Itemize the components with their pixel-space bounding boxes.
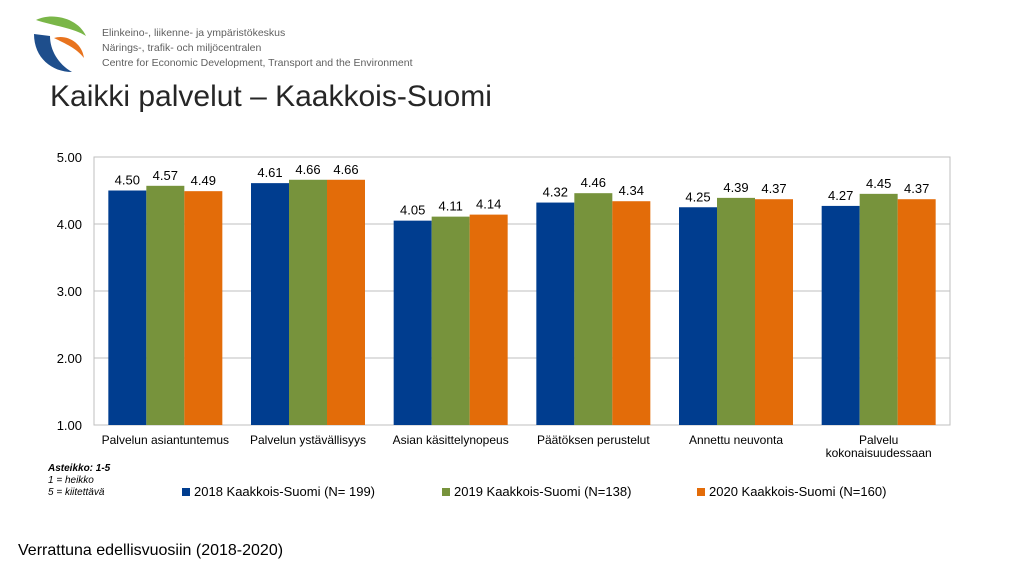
bar [897, 199, 936, 425]
x-tick-label: Asian käsittelynopeus [393, 433, 509, 447]
organization-name: Elinkeino-, liikenne- ja ympäristökeskus… [102, 26, 413, 71]
org-name-sv: Närings-, trafik- och miljöcentralen [102, 42, 262, 54]
data-label: 4.66 [295, 162, 320, 177]
bar [327, 179, 365, 425]
bar [755, 199, 793, 425]
bar [184, 191, 223, 425]
bar [469, 214, 508, 425]
data-label: 4.14 [476, 197, 501, 212]
plot-area [93, 156, 951, 426]
y-tick-label: 2.00 [57, 351, 82, 366]
org-name-en: Centre for Economic Development, Transpo… [102, 57, 413, 69]
legend-label-2019: 2019 Kaakkois-Suomi (N=138) [454, 484, 632, 499]
bar [679, 207, 717, 425]
data-label: 4.32 [543, 185, 568, 200]
x-tick-label: Annettu neuvonta [689, 433, 783, 447]
legend-label-2018: 2018 Kaakkois-Suomi (N= 199) [194, 484, 376, 499]
x-tick-label: Päätöksen perustelut [537, 433, 650, 447]
bar [821, 205, 860, 425]
y-tick-label: 5.00 [57, 150, 82, 165]
legend-swatch-2018 [182, 487, 190, 496]
bar [251, 183, 289, 425]
bar [536, 202, 575, 425]
data-label: 4.57 [153, 168, 178, 183]
data-label: 4.46 [581, 175, 606, 190]
data-label: 4.25 [685, 189, 710, 204]
bar [146, 185, 185, 425]
data-label: 4.27 [828, 188, 853, 203]
scale-line-high: 5 = kiitettävä [48, 487, 105, 498]
data-label: 4.61 [257, 165, 282, 180]
legend-swatch-2019 [442, 487, 450, 496]
scale-note: Asteikko: 1-5 1 = heikko 5 = kiitettävä [48, 463, 110, 499]
bar [289, 179, 327, 425]
x-tick-label: Palvelu [859, 433, 898, 447]
legend-item-2019: 2019 Kaakkois-Suomi (N=138) [442, 484, 631, 499]
y-tick-label: 3.00 [57, 284, 82, 299]
data-label: 4.49 [191, 173, 216, 188]
slide-title: Kaikki palvelut – Kaakkois-Suomi [50, 80, 492, 113]
y-tick-label: 1.00 [57, 418, 82, 433]
scale-line-low: 1 = heikko [48, 475, 94, 486]
data-label: 4.34 [619, 183, 644, 198]
bar [717, 197, 755, 425]
legend-label-2020: 2020 Kaakkois-Suomi (N=160) [709, 484, 887, 499]
bar [859, 193, 898, 425]
bar [574, 193, 613, 425]
data-label: 4.05 [400, 203, 425, 218]
org-name-fi: Elinkeino-, liikenne- ja ympäristökeskus [102, 27, 286, 39]
data-label: 4.11 [438, 199, 462, 214]
y-tick-label: 4.00 [57, 217, 82, 232]
x-tick-label: Palvelun asiantuntemus [102, 433, 229, 447]
footer-note: Verrattuna edellisvuosiin (2018-2020) [18, 542, 284, 559]
legend-swatch-2020 [697, 487, 705, 496]
data-label: 4.39 [723, 180, 748, 195]
data-label: 4.37 [761, 181, 786, 196]
bar [612, 201, 651, 425]
data-label: 4.66 [333, 162, 358, 177]
legend-item-2018: 2018 Kaakkois-Suomi (N= 199) [182, 484, 375, 499]
x-tick-label: kokonaisuudessaan [826, 446, 932, 460]
ely-logo-icon [34, 16, 86, 72]
x-tick-label: Palvelun ystävällisyys [250, 433, 366, 447]
data-label: 4.45 [866, 176, 891, 191]
data-label: 4.50 [115, 173, 140, 188]
legend-item-2020: 2020 Kaakkois-Suomi (N=160) [697, 484, 886, 499]
data-label: 4.37 [904, 181, 929, 196]
bar [108, 190, 147, 425]
scale-heading: Asteikko: 1-5 [48, 463, 111, 474]
bar [393, 220, 432, 425]
bar [431, 216, 470, 425]
